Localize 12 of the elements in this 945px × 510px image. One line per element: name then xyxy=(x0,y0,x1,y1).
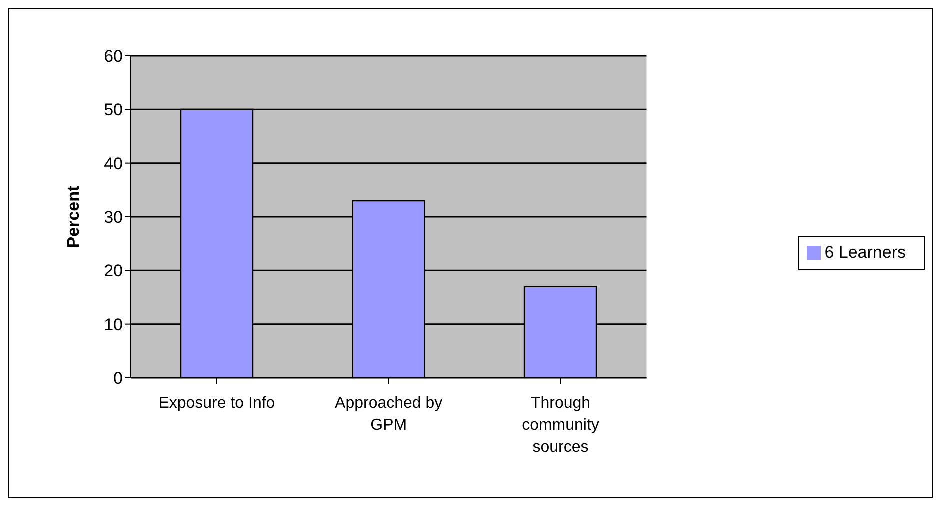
y-tick-label: 40 xyxy=(104,154,123,174)
legend-label: 6 Learners xyxy=(824,242,906,262)
y-tick-label: 10 xyxy=(104,315,123,334)
x-tick-label: Through community sources xyxy=(522,395,600,456)
y-tick-label: 50 xyxy=(104,100,123,120)
x-tick-label: Approached by GPM xyxy=(335,395,443,434)
y-tick-label: 20 xyxy=(104,262,123,281)
y-tick-label: 0 xyxy=(114,369,123,388)
y-axis-title: Percent xyxy=(64,185,84,248)
x-tick-label: Exposure to Info xyxy=(158,395,276,412)
y-tick-label: 60 xyxy=(104,47,123,66)
y-tick-label: 30 xyxy=(104,208,123,228)
